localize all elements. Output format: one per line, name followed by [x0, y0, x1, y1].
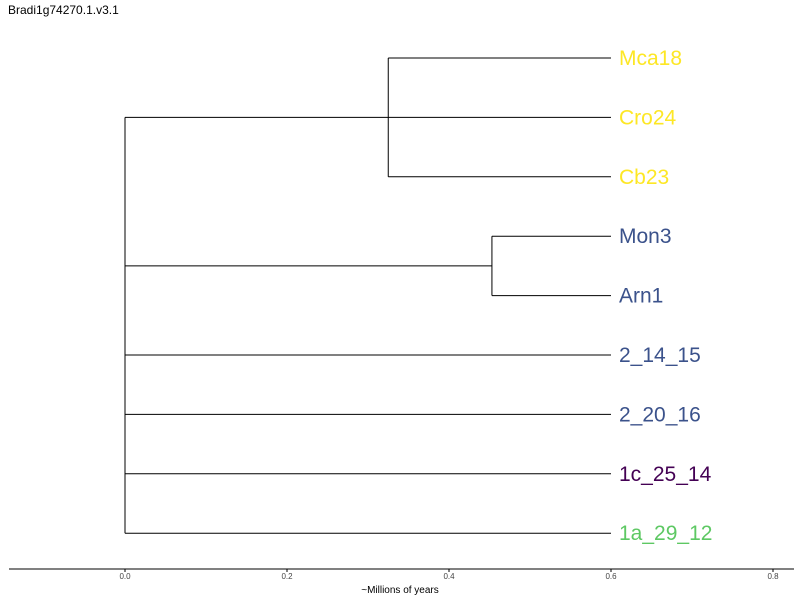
leaf-label: Mca18	[619, 47, 682, 70]
tree-title: Bradi1g74270.1.v3.1	[8, 3, 119, 17]
x-axis-tick-label: 0.2	[281, 572, 293, 581]
x-axis-tick-label: 0.4	[443, 572, 455, 581]
x-axis-ticks: 0.0 0.2 0.4 0.6 0.8	[119, 569, 779, 581]
tree-branches	[124, 57, 611, 534]
leaf-label: 1c_25_14	[619, 463, 712, 486]
leaf-label: 2_20_16	[619, 403, 701, 426]
x-axis-tick-label: 0.0	[119, 572, 131, 581]
leaf-labels: Mca18 Cro24 Cb23 Mon3 Arn1 2_14_15 2_20_16 1c_2…	[619, 47, 712, 545]
leaf-label: 2_14_15	[619, 344, 701, 367]
leaf-label: Arn1	[619, 285, 663, 308]
leaf-label: Mon3	[619, 225, 672, 248]
x-axis: 0.0 0.2 0.4 0.6 0.8 ~Millions of years	[9, 568, 794, 596]
leaf-label: 1a_29_12	[619, 522, 712, 545]
x-axis-tick-label: 0.6	[605, 572, 617, 581]
leaf-label: Cro24	[619, 106, 677, 129]
x-axis-title: ~Millions of years	[361, 585, 439, 596]
leaf-label: Cb23	[619, 166, 669, 189]
x-axis-tick-label: 0.8	[767, 572, 779, 581]
